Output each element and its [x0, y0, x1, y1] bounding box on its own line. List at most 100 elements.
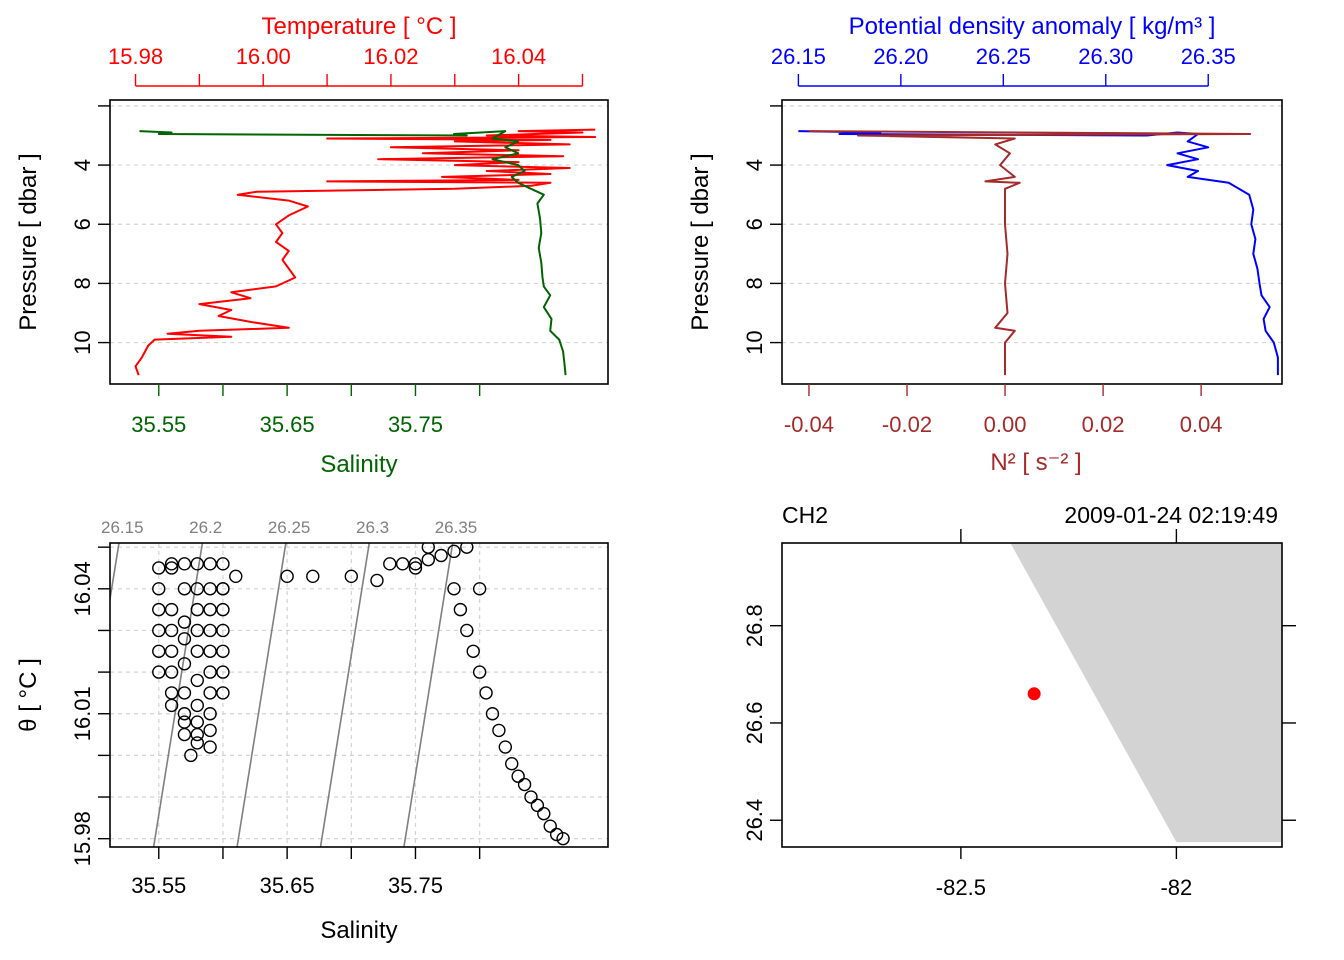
p2-y-tick-label: 8 [742, 277, 767, 289]
ts-point [203, 707, 217, 721]
p2-y-tick-label: 4 [742, 159, 767, 171]
p1-y-axis-title: Pressure [ dbar ] [15, 153, 42, 330]
p3-x-tick-label: 35.55 [131, 873, 186, 898]
ts-point [177, 715, 192, 729]
isopycnal-label: 26.35 [435, 518, 478, 537]
ts-point [190, 715, 204, 729]
p3-y-axis-title: θ [ °C ] [15, 658, 42, 732]
p2-bottom-tick-label: 0.04 [1180, 412, 1223, 437]
ts-point [177, 727, 192, 742]
ts-point [530, 798, 545, 813]
ts-point [164, 602, 179, 617]
isopycnal-line [110, 543, 120, 605]
ts-point [434, 548, 448, 563]
p4-x-tick-label: -82 [1160, 875, 1192, 900]
ts-point [203, 644, 217, 658]
p1-bottom-tick-label: 35.55 [131, 412, 186, 437]
ts-point [485, 707, 500, 721]
ts-point [190, 736, 204, 750]
ts-point [177, 657, 192, 671]
ts-point [152, 561, 166, 575]
p3-y-tick-label: 15.98 [70, 811, 95, 866]
p2-y-tick-label: 10 [742, 330, 767, 354]
p3-y-tick-label: 16.01 [70, 686, 95, 741]
ts-point [203, 623, 217, 638]
ts-point [152, 602, 166, 617]
ts-point [383, 557, 397, 571]
density-series-line [798, 130, 1279, 376]
p2-bottom-tick-label: 0.02 [1082, 412, 1125, 437]
p2-frame [781, 99, 1283, 385]
salinity-series-line [139, 130, 567, 376]
ts-point [408, 561, 423, 575]
ts-point [164, 623, 179, 638]
p1-y-tick-label: 4 [70, 159, 95, 171]
ts-point [190, 698, 204, 713]
p2-top-tick-label: 26.35 [1181, 44, 1236, 69]
ts-point [190, 557, 204, 571]
isopycnal-line [152, 543, 204, 847]
ts-point [203, 557, 217, 571]
ts-point [152, 623, 166, 638]
ts-point [152, 644, 166, 658]
ts-point [184, 748, 198, 763]
ts-point [190, 727, 204, 742]
ts-point [203, 740, 217, 754]
ts-point [164, 557, 179, 571]
ts-point [190, 644, 204, 658]
p1-top-tick-label: 16.00 [236, 44, 291, 69]
p1-top-axis-title: Temperature [ °C ] [262, 13, 457, 40]
ts-point [479, 686, 493, 700]
isopycnal-label: 26.3 [356, 518, 389, 537]
ts-point [190, 673, 204, 688]
isopycnal-line [403, 543, 454, 847]
ts-point [203, 602, 217, 617]
ts-point [190, 602, 204, 617]
ts-point [216, 665, 230, 679]
ts-point [216, 644, 230, 658]
ts-point [203, 665, 217, 679]
p1-bottom-tick-label: 35.65 [260, 412, 315, 437]
p1-y-tick-label: 10 [70, 330, 95, 354]
p4-frame [781, 542, 1283, 848]
p2-bottom-tick-label: 0.00 [984, 412, 1027, 437]
ts-point [472, 582, 487, 596]
p4-x-tick-label: -82.5 [936, 875, 986, 900]
station-name: CH2 [782, 502, 828, 528]
ts-point [152, 582, 166, 596]
ts-point [177, 582, 192, 596]
p2-bottom-tick-label: -0.02 [882, 412, 932, 437]
p2-y-tick-label: 6 [742, 218, 767, 230]
station-marker [1027, 687, 1041, 701]
ts-point [177, 557, 192, 571]
ts-point [190, 623, 204, 638]
ts-point [408, 557, 423, 571]
ts-point [511, 769, 525, 783]
ts-point [492, 723, 506, 738]
ts-point [472, 665, 487, 679]
ts-point [543, 819, 557, 833]
p2-bottom-axis-title: N² [ s⁻² ] [990, 449, 1081, 476]
station-datetime: 2009-01-24 02:19:49 [1064, 502, 1278, 528]
ts-point [460, 623, 474, 638]
p4-y-tick-label: 26.8 [742, 604, 767, 647]
isopycnal-line [236, 543, 287, 847]
ts-point [524, 790, 538, 804]
p1-top-tick-label: 15.98 [108, 44, 163, 69]
p2-y-axis-title: Pressure [ dbar ] [687, 153, 714, 330]
p3-y-tick-label: 16.04 [70, 561, 95, 616]
land-polygon [1010, 543, 1282, 843]
ts-point [216, 623, 230, 638]
ts-point [203, 723, 217, 738]
ts-point [505, 757, 519, 771]
ts-point [370, 573, 384, 588]
p3-x-axis-title: Salinity [320, 917, 397, 944]
ts-point [164, 644, 179, 658]
ts-point [177, 615, 192, 629]
p1-bottom-axis-title: Salinity [320, 451, 397, 478]
ts-point [164, 561, 179, 575]
ts-point [177, 686, 192, 700]
ts-point [177, 707, 192, 721]
ts-point [447, 544, 461, 559]
ts-point [203, 686, 217, 700]
